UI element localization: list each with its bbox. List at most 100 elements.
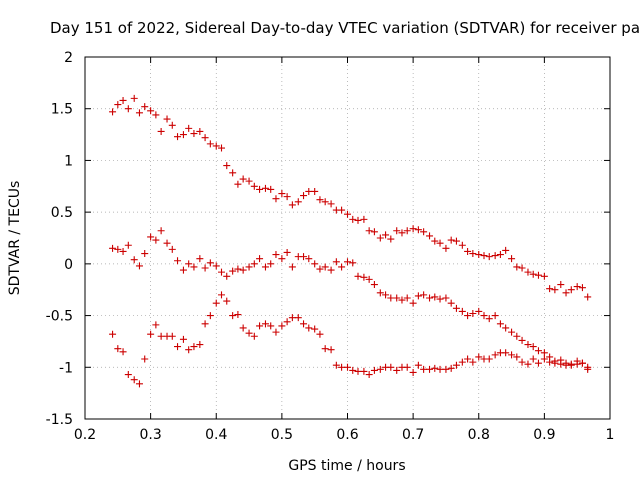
data-point	[234, 311, 242, 319]
data-point	[370, 228, 378, 236]
data-point	[436, 239, 444, 247]
data-points	[109, 94, 592, 388]
data-point	[480, 252, 488, 260]
x-axis-label: GPS time / hours	[288, 458, 405, 474]
data-point	[518, 336, 526, 344]
y-tick-label: 2	[64, 50, 73, 66]
data-point	[464, 247, 472, 255]
data-point	[376, 289, 384, 297]
data-point	[508, 255, 516, 263]
data-point	[551, 286, 559, 294]
data-point	[305, 324, 313, 332]
data-point	[321, 345, 329, 353]
data-point	[223, 272, 231, 280]
data-point	[409, 299, 417, 307]
data-point	[141, 355, 149, 363]
data-point	[141, 250, 149, 258]
data-point	[426, 365, 434, 373]
data-point	[130, 256, 138, 264]
data-point	[278, 322, 286, 330]
data-point	[190, 130, 198, 138]
data-point	[256, 322, 264, 330]
data-point	[557, 360, 565, 368]
data-point	[475, 307, 483, 315]
data-point	[502, 324, 510, 332]
data-point	[229, 267, 237, 275]
x-tick-label: 0.7	[402, 427, 424, 443]
data-point	[584, 365, 592, 373]
data-point	[163, 239, 171, 247]
y-tick-labels: -1.5 -1 -0.5 0 0.5 1 1.5 2	[46, 50, 73, 428]
data-point	[278, 255, 286, 263]
data-point	[316, 330, 324, 338]
data-point	[469, 250, 477, 258]
data-point	[239, 266, 247, 274]
series-3	[109, 291, 592, 388]
data-point	[250, 182, 258, 190]
data-point	[168, 121, 176, 129]
data-point	[311, 325, 319, 333]
data-point	[360, 215, 368, 223]
data-point	[382, 291, 390, 299]
data-point	[190, 263, 198, 271]
data-point	[485, 253, 493, 261]
data-point	[196, 255, 204, 263]
y-tick-label: 1	[64, 153, 73, 169]
data-point	[485, 315, 493, 323]
data-point	[109, 108, 117, 116]
data-point	[409, 225, 417, 233]
data-point	[534, 347, 542, 355]
data-point	[431, 237, 439, 245]
data-point	[278, 190, 286, 198]
data-point	[360, 273, 368, 281]
data-point	[354, 367, 362, 375]
data-point	[540, 355, 548, 363]
data-point	[518, 264, 526, 272]
data-point	[513, 263, 521, 271]
data-point	[327, 266, 335, 274]
data-point	[218, 291, 225, 299]
data-point	[578, 359, 586, 367]
data-point	[201, 134, 209, 142]
data-point	[496, 320, 504, 328]
data-point	[272, 251, 280, 259]
data-point	[206, 140, 214, 148]
data-point	[163, 115, 171, 123]
data-point	[147, 330, 155, 338]
data-point	[174, 343, 182, 351]
data-point	[338, 363, 346, 371]
data-point	[201, 264, 209, 272]
data-point	[157, 332, 165, 340]
y-tick-label: -1	[59, 360, 73, 376]
data-point	[332, 258, 340, 266]
data-point	[261, 184, 269, 192]
data-point	[256, 255, 264, 263]
data-point	[206, 259, 214, 267]
data-point	[332, 361, 340, 369]
data-point	[179, 131, 187, 139]
data-point	[567, 361, 575, 369]
data-point	[272, 328, 280, 336]
data-point	[469, 310, 477, 318]
data-point	[311, 187, 319, 195]
data-point	[573, 357, 581, 365]
data-point	[174, 257, 182, 265]
data-point	[109, 330, 117, 338]
x-tick-label: 0.9	[533, 427, 555, 443]
data-point	[365, 275, 373, 283]
data-point	[174, 133, 182, 141]
data-point	[508, 328, 516, 336]
data-point	[376, 365, 384, 373]
data-point	[212, 262, 220, 270]
data-point	[442, 244, 450, 252]
data-point	[267, 185, 275, 193]
data-point	[447, 299, 455, 307]
data-point	[496, 251, 504, 259]
data-point	[294, 198, 302, 206]
data-point	[135, 109, 143, 117]
data-point	[179, 266, 187, 274]
data-point	[109, 244, 117, 252]
data-point	[458, 241, 466, 249]
data-point	[540, 272, 548, 280]
data-point	[414, 361, 422, 369]
